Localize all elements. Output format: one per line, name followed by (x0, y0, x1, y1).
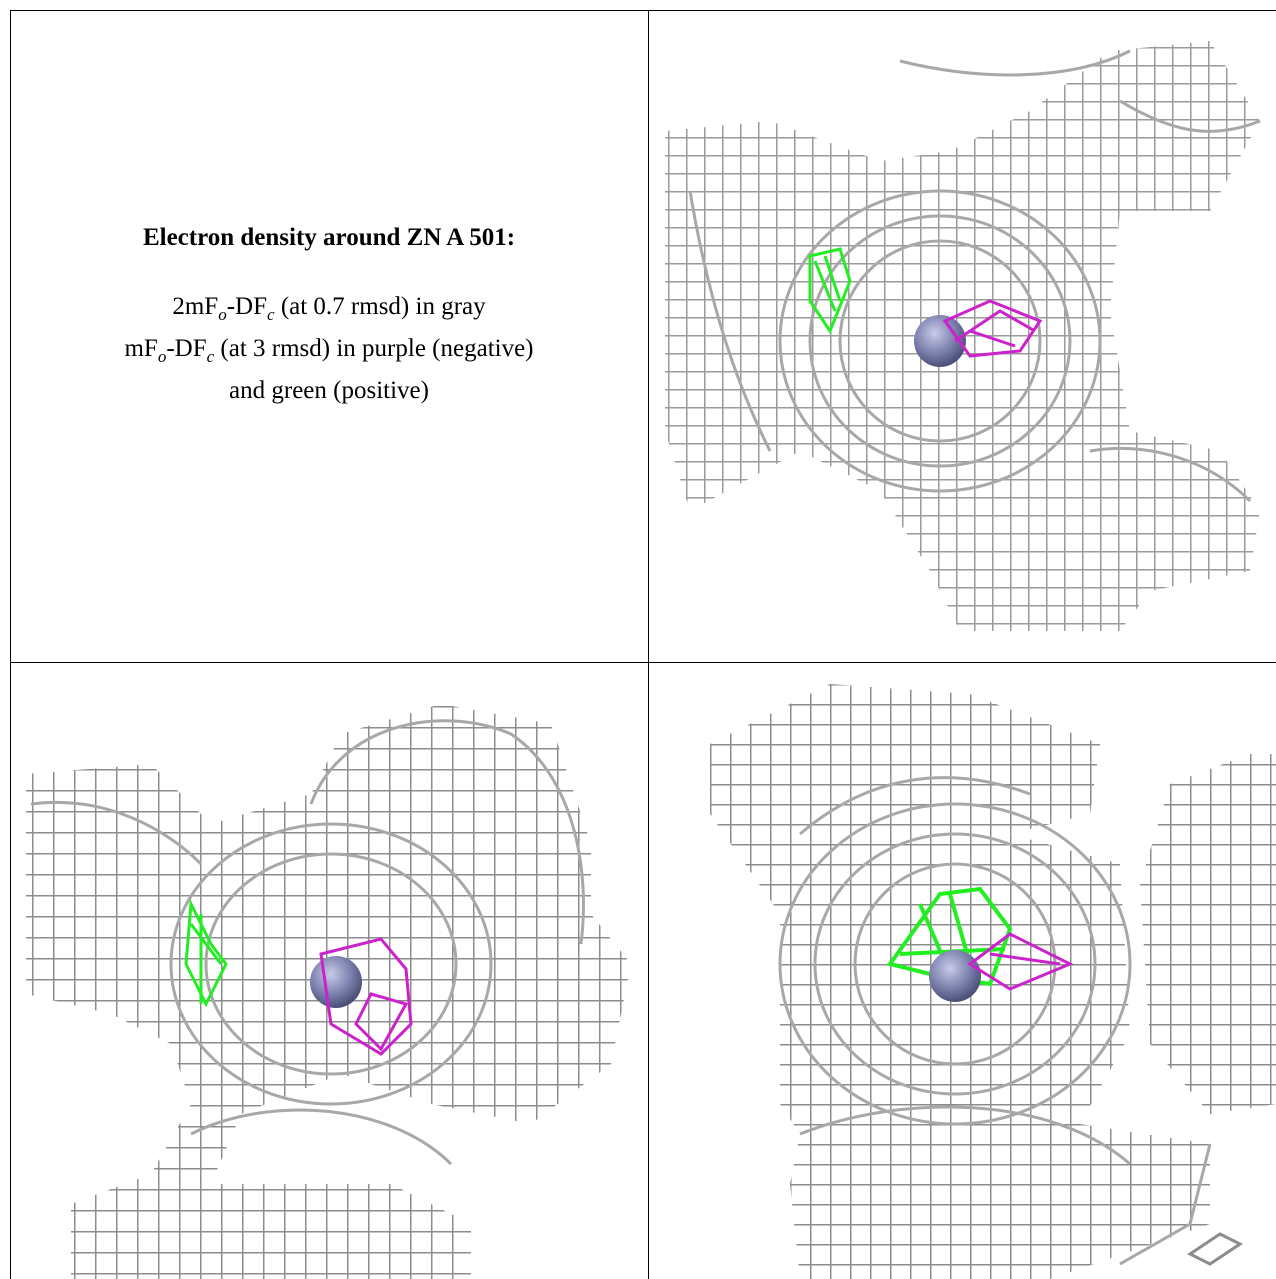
zinc-sphere (914, 315, 966, 367)
positive-density (184, 898, 228, 1008)
table-middle-border (10, 662, 1276, 663)
figure-table: Electron density around ZN A 501: 2mFo-D… (10, 10, 1276, 1279)
positive-density (808, 247, 852, 335)
gray-mesh-contours (30, 719, 585, 1166)
caption-line-fo-fc: mFo-DFc (at 3 rmsd) in purple (negative) (124, 335, 534, 366)
gray-mesh-side (1140, 754, 1276, 1114)
negative-density (967, 932, 1074, 991)
density-view-bottom-left (11, 664, 647, 1279)
figure-title: Electron density around ZN A 501: (142, 224, 516, 251)
gray-mesh-contours (688, 49, 1261, 503)
caption-line-2fo-fc: 2mFo-DFc (at 0.7 rmsd) in gray (172, 293, 486, 324)
gray-mesh-contours (778, 776, 1212, 1266)
zinc-sphere (310, 956, 362, 1008)
zinc-sphere (929, 950, 981, 1002)
density-view-top-right (650, 11, 1276, 662)
gray-mesh-fragment (1187, 1232, 1243, 1266)
negative-density (319, 937, 413, 1056)
negative-density (942, 299, 1043, 358)
density-view-bottom-right (650, 664, 1276, 1279)
table-top-border (10, 10, 1276, 11)
caption-line-colors: and green (positive) (229, 377, 429, 404)
table-left-border (10, 10, 11, 1279)
table-center-border (648, 10, 649, 1279)
legend-caption: Electron density around ZN A 501: 2mFo-D… (10, 10, 648, 662)
